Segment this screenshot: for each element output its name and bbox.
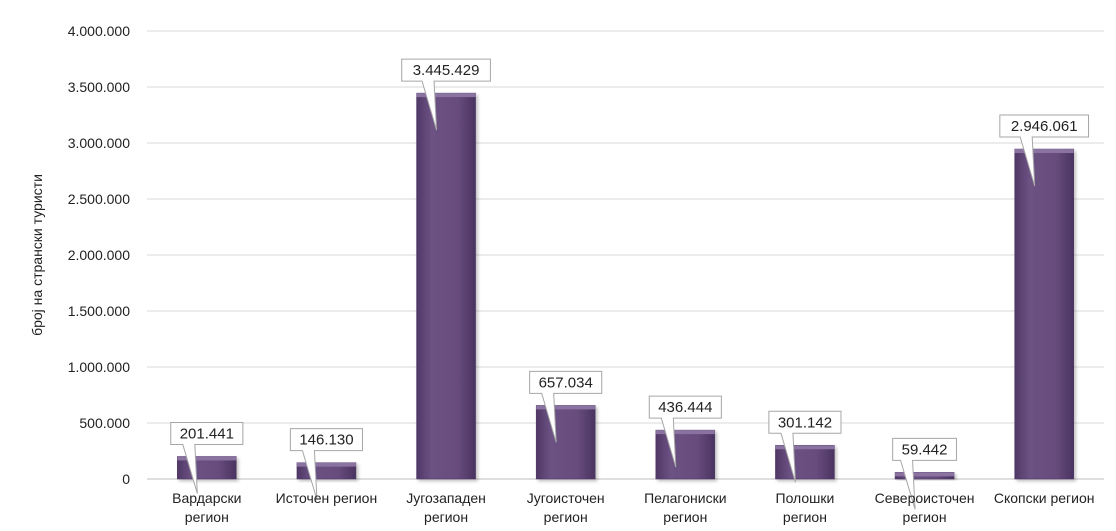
data-label-callout: 59.442	[892, 437, 957, 510]
data-label-box	[648, 395, 722, 468]
data-label-callout: 3.445.429	[401, 58, 491, 131]
bar-top-bevel	[1014, 149, 1074, 154]
data-label: 657.034	[539, 374, 593, 391]
x-tick-label: Североисточен регион	[875, 490, 975, 525]
bar	[535, 405, 596, 480]
bar	[655, 429, 716, 480]
data-labels: 201.441 146.130 3.445.429 657.034 436.444 301…	[170, 58, 1090, 510]
y-tick-label: 2.500.000	[68, 191, 130, 207]
y-axis-ticks: 0 500.000 1.000.000 1.500.000 2.000.000 2.500…	[68, 23, 131, 487]
bar-top-bevel	[536, 405, 596, 410]
data-label-callout: 657.034	[529, 370, 603, 443]
data-label-box	[401, 58, 491, 131]
y-tick-label: 3.000.000	[68, 135, 130, 151]
y-axis-label: број на странски туристи	[29, 174, 45, 336]
bar	[416, 92, 476, 480]
y-tick-label: 0	[122, 471, 130, 487]
bar	[775, 445, 835, 480]
data-label: 301.142	[778, 414, 832, 431]
y-tick-label: 2.000.000	[68, 247, 130, 263]
bar-top-bevel	[775, 445, 835, 450]
data-label-callout: 436.444	[648, 395, 722, 468]
bar-top-bevel	[177, 456, 237, 461]
data-label-box	[999, 114, 1090, 187]
x-tick-label: Југоисточен регион	[527, 490, 605, 525]
data-label: 59.442	[902, 441, 948, 458]
bar-top-bevel	[416, 93, 476, 98]
y-tick-label: 500.000	[79, 415, 130, 431]
y-tick-label: 3.500.000	[68, 79, 130, 95]
data-label-callout: 2.946.061	[999, 114, 1090, 187]
data-label: 201.441	[180, 425, 234, 442]
data-label-callout: 301.142	[768, 410, 842, 483]
data-label-callout: 146.130	[289, 428, 363, 500]
data-label-box	[289, 428, 363, 500]
x-tick-label: Источен регион	[276, 490, 378, 506]
gridlines	[147, 30, 1104, 480]
data-label-box	[529, 370, 603, 443]
x-tick-label: Југозападен регион	[406, 490, 486, 525]
x-tick-label: Вардарски регион	[172, 490, 241, 525]
x-tick-label: Скопски регион	[994, 490, 1095, 506]
bar-top-bevel	[296, 462, 356, 467]
y-tick-label: 1.000.000	[68, 359, 130, 375]
bar-top-bevel	[655, 430, 715, 435]
bar	[1014, 148, 1074, 480]
bars	[177, 92, 1074, 480]
bar-top-bevel	[895, 472, 955, 477]
data-label: 2.946.061	[1011, 118, 1078, 135]
data-label: 146.130	[299, 432, 353, 449]
data-label: 3.445.429	[413, 62, 480, 79]
y-tick-label: 1.500.000	[68, 303, 130, 319]
x-tick-label: Полошки регион	[776, 490, 835, 525]
x-tick-label: Пелагониски регион	[644, 490, 726, 525]
x-axis-labels: Вардарски регион Источен регион Југозападен…	[172, 490, 1094, 525]
data-label-callout: 201.441	[170, 421, 244, 494]
data-label-box	[768, 410, 842, 483]
y-tick-label: 4.000.000	[68, 23, 130, 39]
data-label-box	[892, 437, 957, 510]
data-label: 436.444	[658, 399, 712, 416]
data-label-box	[170, 421, 244, 494]
